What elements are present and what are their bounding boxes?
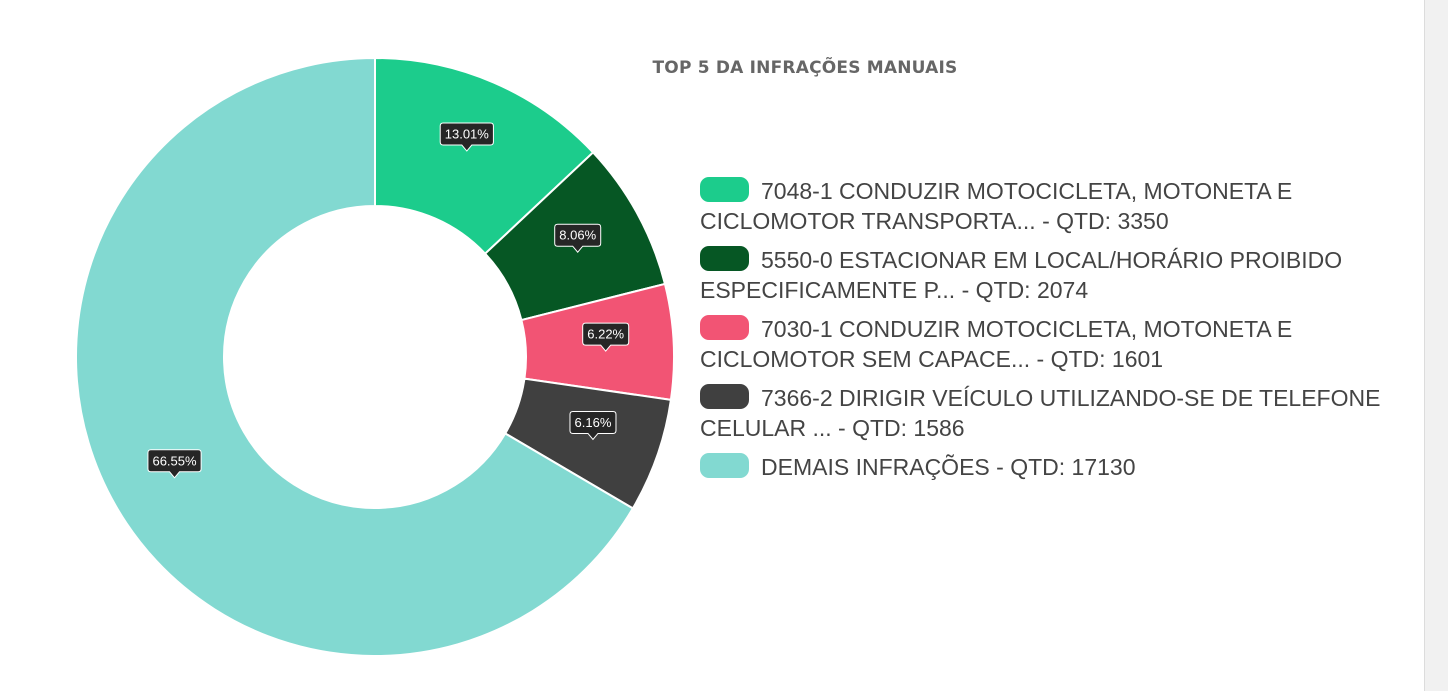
- data-label-4: 6.16%: [569, 410, 617, 441]
- scrollbar[interactable]: [1424, 0, 1448, 691]
- legend-swatch: [700, 384, 749, 409]
- donut-slice-5[interactable]: [75, 56, 635, 657]
- chart-legend: 7048-1 CONDUZIR MOTOCICLETA, MOTONETA E …: [700, 176, 1424, 491]
- data-label-text: 13.01%: [445, 127, 490, 142]
- chart-title: TOP 5 DA INFRAÇÕES MANUAIS: [652, 58, 958, 78]
- data-label-box: [147, 449, 202, 479]
- data-label-1: 13.01%: [439, 122, 494, 152]
- legend-swatch: [700, 246, 749, 271]
- data-label-box: [569, 410, 617, 441]
- data-label-text: 6.16%: [575, 415, 612, 430]
- legend-label: 7048-1 CONDUZIR MOTOCICLETA, MOTONETA E …: [700, 178, 1293, 234]
- data-label-text: 8.06%: [559, 228, 596, 243]
- legend-item-4[interactable]: 7366-2 DIRIGIR VEÍCULO UTILIZANDO-SE DE …: [700, 383, 1424, 443]
- legend-label: 7030-1 CONDUZIR MOTOCICLETA, MOTONETA E …: [700, 316, 1293, 372]
- legend-swatch: [700, 177, 749, 202]
- legend-item-5[interactable]: DEMAIS INFRAÇÕES - QTD: 17130: [700, 452, 1424, 482]
- legend-label: DEMAIS INFRAÇÕES - QTD: 17130: [761, 454, 1136, 480]
- legend-swatch: [700, 453, 749, 478]
- legend-label: 7366-2 DIRIGIR VEÍCULO UTILIZANDO-SE DE …: [700, 385, 1381, 441]
- data-label-text: 6.22%: [587, 327, 624, 342]
- legend-label: 5550-0 ESTACIONAR EM LOCAL/HORÁRIO PROIB…: [700, 247, 1343, 303]
- data-label-box: [439, 122, 494, 152]
- legend-item-1[interactable]: 7048-1 CONDUZIR MOTOCICLETA, MOTONETA E …: [700, 176, 1424, 236]
- data-label-2: 8.06%: [554, 223, 602, 254]
- data-label-3: 6.22%: [582, 322, 630, 352]
- donut-chart: 13.01% 8.06% 6.22% 6.16% 66.55%: [75, 56, 675, 657]
- legend-swatch: [700, 315, 749, 340]
- data-label-box: [554, 223, 602, 254]
- legend-item-3[interactable]: 7030-1 CONDUZIR MOTOCICLETA, MOTONETA E …: [700, 314, 1424, 374]
- data-label-5: 66.55%: [147, 449, 202, 479]
- legend-item-2[interactable]: 5550-0 ESTACIONAR EM LOCAL/HORÁRIO PROIB…: [700, 245, 1424, 305]
- data-label-box: [582, 322, 630, 352]
- data-label-text: 66.55%: [152, 453, 197, 468]
